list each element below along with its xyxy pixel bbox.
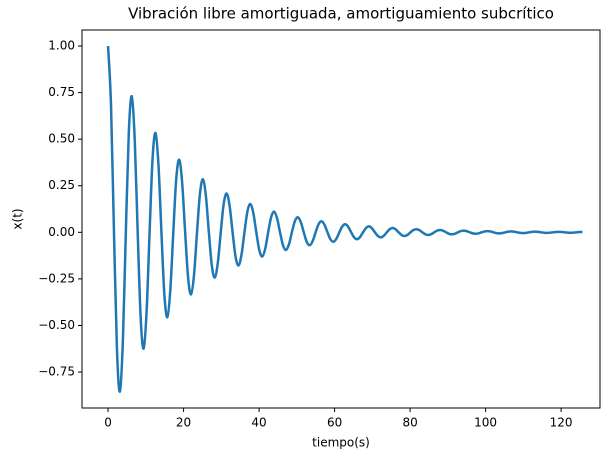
x-tick-label: 0 <box>104 416 112 430</box>
x-axis-label: tiempo(s) <box>312 436 370 450</box>
y-tick-label: 0.00 <box>48 225 75 239</box>
y-tick-label: −0.75 <box>38 365 75 379</box>
y-tick-label: 1.00 <box>48 39 75 53</box>
axes-frame <box>81 29 601 409</box>
y-tick-label: 0.25 <box>48 178 75 192</box>
x-tick-label: 100 <box>474 416 497 430</box>
data-line <box>106 45 583 393</box>
x-tick-label: 60 <box>327 416 342 430</box>
x-tick-label: 120 <box>550 416 573 430</box>
x-tick-label: 40 <box>251 416 266 430</box>
chart-title: Vibración libre amortiguada, amortiguami… <box>128 5 554 23</box>
y-axis-label: x(t) <box>11 208 25 229</box>
y-tick-label: 0.50 <box>48 132 75 146</box>
y-tick-label: −0.25 <box>38 271 75 285</box>
x-tick-label: 20 <box>176 416 191 430</box>
y-tick-label: 0.75 <box>48 85 75 99</box>
y-tick-label: −0.50 <box>38 318 75 332</box>
x-tick-label: 80 <box>402 416 417 430</box>
